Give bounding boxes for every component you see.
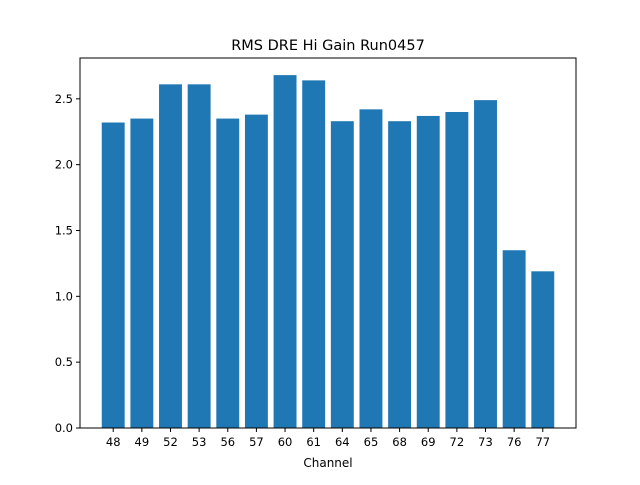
bar-channel-57 — [244, 114, 268, 429]
x-tick-label: 73 — [478, 435, 493, 449]
x-tick-label: 68 — [392, 435, 407, 449]
y-tick-label: 0.0 — [55, 421, 73, 435]
bar-channel-76 — [502, 250, 526, 428]
y-tick-label: 2.0 — [55, 158, 73, 172]
x-tick-label: 49 — [135, 435, 150, 449]
bar-channel-48 — [101, 122, 125, 429]
bar-channel-53 — [187, 84, 211, 428]
bar-channel-68 — [388, 121, 412, 428]
x-tick-label: 72 — [450, 435, 465, 449]
bar-channel-60 — [273, 75, 297, 429]
x-tick-label: 69 — [421, 435, 436, 449]
bar-channel-64 — [330, 121, 354, 428]
bar-channel-73 — [474, 100, 497, 428]
x-tick-label: 77 — [535, 435, 550, 449]
x-tick-label: 61 — [306, 435, 321, 449]
x-tick-label: 52 — [163, 435, 178, 449]
x-tick-label: 76 — [507, 435, 522, 449]
bar-channel-77 — [531, 271, 555, 428]
y-tick-label: 1.5 — [55, 223, 73, 237]
x-tick-label: 53 — [192, 435, 207, 449]
x-tick-label: 64 — [335, 435, 350, 449]
bar-channel-72 — [445, 111, 469, 429]
x-tick-label: 56 — [220, 435, 235, 449]
y-axis: 0.0 0.5 1.0 1.5 2.0 2.5 — [55, 92, 80, 435]
bars-group — [101, 75, 555, 429]
x-axis: 48 49 52 53 56 57 60 61 64 65 68 69 72 73 76 77 — [106, 428, 550, 449]
y-tick-label: 1.0 — [55, 289, 73, 303]
chart-title: RMS DRE Hi Gain Run0457 — [231, 38, 425, 54]
bar-channel-65 — [359, 109, 383, 428]
bar-channel-69 — [416, 115, 440, 428]
x-tick-label: 60 — [278, 435, 293, 449]
bar-channel-56 — [216, 118, 240, 428]
y-tick-label: 0.5 — [55, 355, 73, 369]
x-tick-label: 65 — [364, 435, 379, 449]
x-tick-label: 48 — [106, 435, 121, 449]
y-tick-label: 2.5 — [55, 92, 73, 106]
x-axis-label: Channel — [303, 456, 352, 470]
bar-channel-52 — [159, 84, 182, 428]
plot-frame — [79, 57, 577, 429]
x-tick-label: 57 — [249, 435, 264, 449]
bar-channel-49 — [130, 118, 154, 428]
bar-channel-61 — [302, 80, 326, 428]
